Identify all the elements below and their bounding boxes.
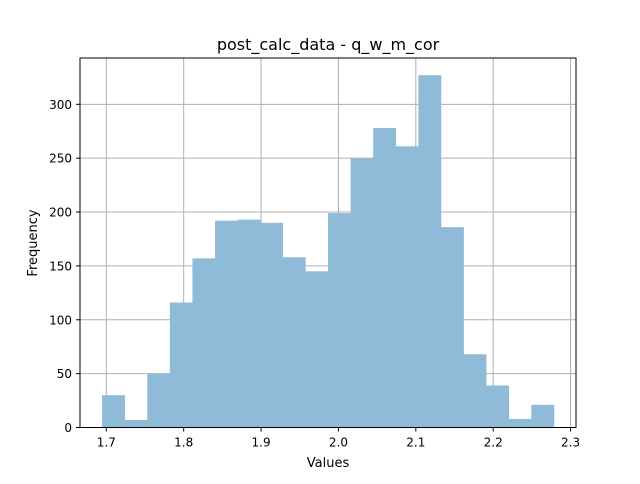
x-axis-label: Values: [307, 456, 350, 471]
x-tick-label: 1.7: [97, 436, 116, 450]
y-tick-label: 50: [57, 367, 72, 381]
histogram-bar: [102, 395, 125, 428]
y-tick-label: 250: [49, 152, 72, 166]
x-tick-label: 2.0: [329, 436, 348, 450]
x-tick-label: 1.9: [252, 436, 271, 450]
histogram-bar: [237, 219, 261, 428]
y-tick-label: 300: [49, 98, 72, 112]
histogram-bar: [215, 220, 238, 428]
y-tick-label: 200: [49, 206, 72, 220]
histogram-bar: [350, 158, 374, 428]
histogram-bar: [486, 385, 510, 428]
histogram-bar: [463, 354, 487, 428]
histogram-bar: [169, 302, 193, 428]
histogram-bar: [192, 258, 216, 428]
x-tick-label: 1.8: [174, 436, 193, 450]
bars-layer: [102, 75, 555, 428]
histogram-bar: [395, 146, 419, 428]
x-tick-label: 2.3: [561, 436, 580, 450]
y-tick-label: 150: [49, 259, 72, 273]
histogram-bar: [260, 222, 284, 428]
histogram-bar: [531, 404, 555, 428]
ticks-layer: 1.7 1.8 1.9 2.0 2.1 2.2 2.3 0 50 100 150 200 250 300: [49, 98, 580, 450]
histogram-bar: [508, 418, 532, 428]
y-tick-label: 100: [49, 313, 72, 327]
chart-title: post_calc_data - q_w_m_cor: [217, 35, 440, 55]
x-tick-label: 2.2: [484, 436, 503, 450]
histogram-bar: [124, 419, 148, 428]
histogram-bar: [328, 213, 351, 428]
histogram-bar: [440, 227, 464, 428]
x-tick-label: 2.1: [406, 436, 425, 450]
plot-frame: [79, 57, 577, 428]
histogram-bar: [305, 271, 329, 428]
histogram-bar: [373, 128, 397, 428]
histogram-bar: [418, 75, 442, 428]
histogram-bar: [282, 257, 306, 428]
y-axis-label: Frequency: [26, 209, 41, 276]
histogram-bar: [147, 373, 171, 428]
y-tick-label: 0: [64, 421, 72, 435]
